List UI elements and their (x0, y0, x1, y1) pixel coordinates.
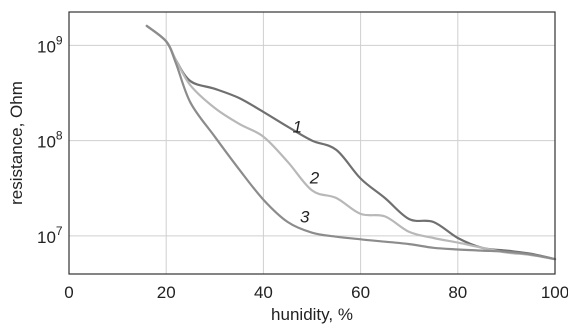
x-tick-labels: 0 20 40 60 80 100 (64, 283, 568, 302)
series-line-2 (145, 24, 557, 261)
series-line-3 (145, 24, 557, 261)
x-axis-title: hunidity, % (271, 305, 353, 324)
x-tick-label: 0 (64, 283, 73, 302)
labels: 1 2 3 (293, 118, 320, 227)
y-tick-labels: 107 108 109 (37, 33, 63, 247)
curve-label-3: 3 (300, 207, 310, 226)
series-line-1 (145, 24, 557, 261)
y-tick-label: 109 (37, 33, 63, 56)
x-tick-label: 20 (157, 283, 176, 302)
grid (69, 12, 555, 274)
x-tick-label: 80 (448, 283, 467, 302)
y-axis-title: resistance, Ohm (7, 81, 26, 205)
x-tick-label: 100 (541, 283, 568, 302)
x-tick-label: 60 (351, 283, 370, 302)
plot-frame (68, 11, 556, 275)
y-tick-label: 108 (37, 129, 63, 152)
series-layer (145, 24, 557, 261)
curve-label-1: 1 (293, 118, 302, 137)
curve-label-2: 2 (309, 169, 320, 188)
x-tick-label: 40 (254, 283, 273, 302)
y-tick-label: 107 (37, 224, 63, 247)
